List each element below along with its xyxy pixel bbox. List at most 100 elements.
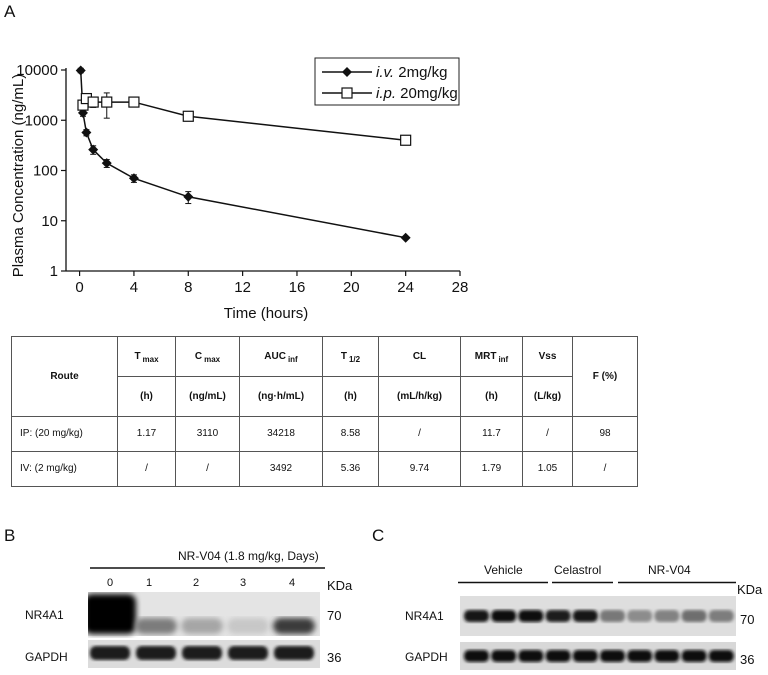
- blot-c-kda: KDa: [737, 582, 763, 597]
- legend-route: i.v.: [376, 64, 394, 81]
- cell: 1.79: [460, 450, 523, 488]
- blot-b-lane-3: 3: [240, 577, 247, 589]
- data-point: [128, 173, 139, 184]
- header-vss: Vss: [522, 336, 573, 377]
- unit-vss: (L/kg): [522, 375, 573, 417]
- band-gapdh: [708, 650, 734, 662]
- blot-b-row-label-nr4a1: NR4A1: [25, 608, 64, 622]
- blot-b-title: NR-V04 (1.8 mg/kg, Days): [178, 549, 319, 563]
- band-nr4a1: [600, 610, 625, 622]
- data-point: [128, 96, 140, 108]
- x-tick-label: 12: [234, 279, 251, 296]
- blot-b-image: [88, 592, 320, 668]
- x-tick-label: 4: [130, 279, 138, 296]
- header-auc: AUC inf: [239, 336, 323, 377]
- blot-c-row-label-nr4a1: NR4A1: [405, 609, 444, 623]
- blot-b-title-line: [90, 567, 325, 569]
- band-nr4a1: [572, 610, 598, 622]
- blot-c-row-label-gapdh: GAPDH: [405, 650, 448, 664]
- band-gapdh: [491, 650, 517, 662]
- band-gapdh: [90, 646, 130, 660]
- blot-c-group-nrv04: NR-V04: [648, 563, 691, 577]
- x-tick-label: 0: [75, 279, 83, 296]
- cell: 8.58: [322, 415, 379, 452]
- cell: /: [378, 415, 461, 452]
- cell: 1.17: [117, 415, 176, 452]
- blot-c-group-celastrol: Celastrol: [554, 563, 602, 577]
- legend-label: i.v. 2mg/kg: [376, 64, 447, 81]
- data-point: [101, 96, 113, 108]
- y-tick-label: 1000: [25, 112, 58, 129]
- cell: 9.74: [378, 450, 461, 488]
- band-nr4a1: [464, 610, 489, 622]
- band-nr4a1: [135, 618, 177, 634]
- legend-dose: 2mg/kg: [394, 64, 447, 81]
- band-nr4a1: [88, 594, 136, 634]
- band-gapdh: [572, 650, 598, 662]
- band-nr4a1: [518, 610, 544, 622]
- unit-thalf: (h): [322, 375, 379, 417]
- cell: /: [522, 415, 573, 452]
- x-tick-label: 20: [343, 279, 360, 296]
- blot-b-bands-nr4a1: [88, 594, 315, 634]
- blot-b-lane-2: 2: [193, 577, 200, 589]
- band-gapdh: [681, 650, 707, 662]
- y-axis-label: Plasma Concentration (ng/mL): [10, 74, 27, 277]
- blot-c-image: [460, 596, 736, 670]
- data-point: [400, 232, 411, 243]
- x-tick-label: 24: [397, 279, 414, 296]
- legend-marker: [341, 87, 353, 99]
- blot-b-bands-gapdh: [90, 646, 314, 660]
- table-row: IP: (20 mg/kg) 1.17 3110 34218 8.58 / 11…: [11, 415, 638, 452]
- blot-b-mw-36: 36: [327, 650, 342, 665]
- band-nr4a1: [545, 610, 571, 622]
- data-point: [81, 127, 92, 138]
- header-route: Route: [11, 336, 118, 417]
- cell: 3110: [175, 415, 240, 452]
- band-gapdh: [545, 650, 571, 662]
- band-gapdh: [136, 646, 176, 660]
- header-cl: CL: [378, 336, 461, 377]
- unit-tmax: (h): [117, 375, 176, 417]
- panel-label-b: B: [4, 526, 16, 545]
- band-nr4a1: [654, 610, 680, 622]
- y-tick-label: 100: [33, 163, 58, 180]
- blot-c-bands-nr4a1: [464, 610, 734, 622]
- data-point: [87, 96, 99, 108]
- cell: 11.7: [460, 415, 523, 452]
- blot-c-group-vehicle: Vehicle: [484, 563, 523, 577]
- cell: 3492: [239, 450, 323, 488]
- data-point: [88, 144, 99, 155]
- data-point: [101, 158, 112, 169]
- cell: 5.36: [322, 450, 379, 488]
- data-point: [183, 191, 194, 202]
- legend-marker: [342, 67, 352, 77]
- y-tick-label: 10000: [16, 62, 58, 79]
- band-gapdh: [464, 650, 489, 662]
- chart-legend: i.v. 2mg/kg i.p. 20mg/kg: [314, 57, 460, 106]
- band-gapdh: [654, 650, 680, 662]
- blot-c-group-lines: [458, 581, 736, 584]
- x-tick-label: 8: [184, 279, 192, 296]
- data-point: [400, 134, 412, 146]
- cell-route: IP: (20 mg/kg): [11, 415, 118, 452]
- band-gapdh: [627, 650, 653, 662]
- band-nr4a1: [181, 618, 223, 634]
- data-point: [75, 65, 86, 76]
- chart-axes: 1 10 100 1000 10000 0 4 8 12 16 20 24 28 Time (hours)…: [10, 62, 468, 322]
- unit-cmax: (ng/mL): [175, 375, 240, 417]
- band-nr4a1: [681, 610, 707, 622]
- blot-b-lane-4: 4: [289, 577, 296, 589]
- band-gapdh: [182, 646, 222, 660]
- x-tick-label: 28: [452, 279, 469, 296]
- band-nr4a1: [227, 618, 269, 634]
- blot-c-mw-36: 36: [740, 652, 755, 667]
- blot-b-lane-0: 0: [107, 577, 114, 589]
- panel-label-c: C: [372, 526, 385, 545]
- legend-box: [314, 57, 460, 106]
- band-gapdh: [228, 646, 268, 660]
